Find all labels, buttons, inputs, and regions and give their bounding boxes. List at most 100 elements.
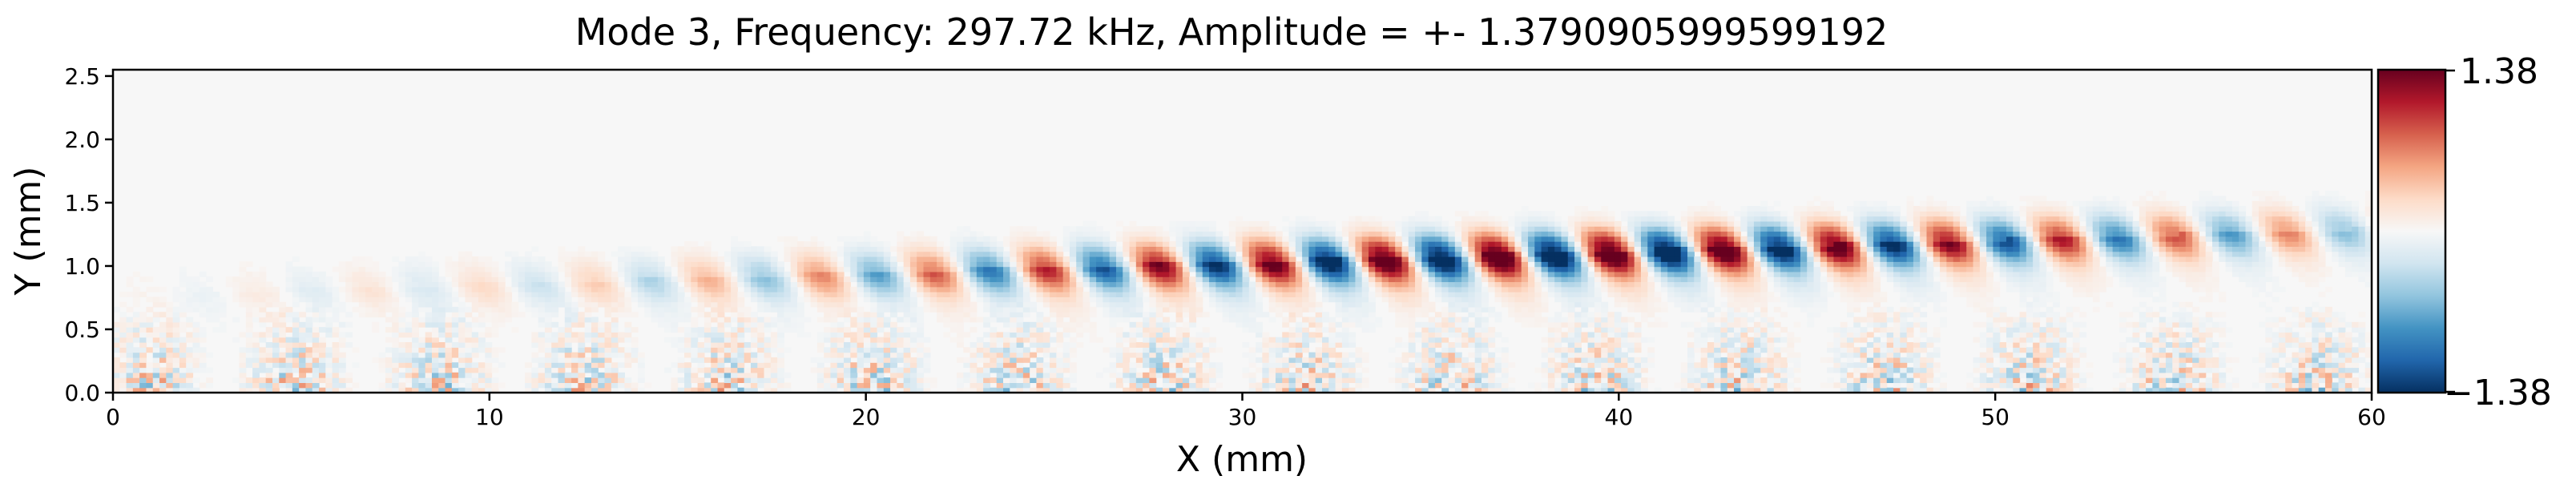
heatmap-cell	[491, 301, 499, 308]
heatmap-cell	[1003, 276, 1010, 283]
heatmap-cell	[1262, 382, 1270, 389]
heatmap-cell	[1434, 266, 1442, 272]
heatmap-cell	[631, 347, 639, 353]
heatmap-cell	[292, 266, 300, 272]
heatmap-cell	[1474, 342, 1482, 348]
heatmap-cell	[857, 276, 865, 283]
heatmap-cell	[1202, 220, 1210, 227]
heatmap-cell	[618, 301, 626, 308]
heatmap-cell	[451, 352, 459, 358]
heatmap-cell	[1268, 271, 1276, 277]
heatmap-cell	[1143, 231, 1151, 237]
heatmap-cell	[418, 367, 426, 373]
heatmap-cell	[890, 301, 897, 308]
heatmap-cell	[844, 236, 851, 242]
heatmap-cell	[850, 317, 858, 323]
heatmap-cell	[937, 251, 944, 257]
heatmap-cell	[438, 286, 446, 292]
heatmap-cell	[319, 377, 326, 384]
heatmap-cell	[458, 292, 466, 297]
heatmap-cell	[431, 377, 439, 384]
heatmap-cell	[425, 387, 433, 393]
heatmap-cell	[292, 362, 300, 369]
heatmap-cell	[412, 266, 419, 272]
heatmap-cell	[816, 377, 824, 384]
heatmap-cell	[604, 327, 612, 333]
heatmap-cell	[139, 327, 147, 333]
heatmap-cell	[1069, 231, 1077, 237]
heatmap-cell	[598, 271, 606, 277]
heatmap-cell	[1448, 357, 1456, 363]
heatmap-cell	[956, 372, 964, 378]
heatmap-cell	[1454, 387, 1462, 393]
heatmap-cell	[917, 321, 925, 328]
heatmap-cell	[438, 276, 446, 283]
heatmap-cell	[1295, 327, 1303, 333]
heatmap-cell	[1123, 362, 1131, 369]
heatmap-cell	[717, 372, 725, 378]
heatmap-cell	[1328, 286, 1336, 292]
heatmap-cell	[1242, 327, 1250, 333]
heatmap-cell	[618, 347, 626, 353]
heatmap-cell	[638, 387, 645, 393]
heatmap-cell	[1182, 337, 1190, 343]
heatmap-cell	[571, 266, 578, 272]
heatmap-cell	[1082, 241, 1090, 247]
heatmap-cell	[1381, 220, 1389, 227]
heatmap-cell	[1315, 271, 1323, 277]
heatmap-cell	[857, 321, 865, 328]
heatmap-cell	[319, 342, 326, 348]
heatmap-cell	[1149, 306, 1157, 313]
heatmap-cell	[1082, 301, 1090, 308]
heatmap-cell	[1123, 301, 1131, 308]
heatmap-cell	[744, 321, 752, 328]
heatmap-cell	[790, 266, 798, 272]
heatmap-cell	[1202, 347, 1210, 353]
heatmap-cell	[305, 296, 313, 303]
heatmap-cell	[1248, 241, 1256, 247]
heatmap-cell	[1415, 216, 1422, 222]
heatmap-cell	[1082, 276, 1090, 283]
heatmap-cell	[1282, 256, 1290, 262]
heatmap-cell	[1481, 306, 1489, 313]
heatmap-cell	[990, 312, 998, 318]
heatmap-cell	[272, 296, 280, 303]
heatmap-cell	[1155, 332, 1163, 338]
heatmap-cell	[717, 312, 725, 318]
heatmap-cell	[1315, 306, 1323, 313]
heatmap-cell	[1421, 367, 1429, 373]
heatmap-cell	[1129, 251, 1137, 257]
heatmap-cell	[657, 306, 665, 313]
heatmap-cell	[259, 306, 267, 313]
heatmap-cell	[750, 367, 758, 373]
heatmap-cell	[1016, 281, 1024, 288]
heatmap-cell	[1395, 312, 1403, 318]
heatmap-cell	[431, 301, 439, 308]
heatmap-cell	[418, 377, 426, 384]
heatmap-cell	[179, 292, 187, 297]
heatmap-cell	[584, 321, 592, 328]
heatmap-cell	[836, 286, 845, 292]
heatmap-cell	[531, 332, 539, 338]
heatmap-cell	[943, 312, 951, 318]
heatmap-cell	[252, 296, 260, 303]
heatmap-cell	[1195, 296, 1203, 303]
heatmap-cell	[850, 296, 858, 303]
heatmap-cell	[1228, 231, 1236, 237]
heatmap-cell	[1129, 387, 1137, 393]
heatmap-cell	[1155, 246, 1163, 252]
heatmap-cell	[1348, 317, 1357, 323]
heatmap-cell	[1076, 251, 1084, 257]
heatmap-cell	[1189, 261, 1197, 268]
heatmap-cell	[1275, 271, 1283, 277]
heatmap-cell	[392, 266, 400, 272]
heatmap-cell	[717, 382, 725, 389]
heatmap-cell	[239, 357, 247, 363]
heatmap-cell	[937, 306, 944, 313]
heatmap-cell	[245, 337, 253, 343]
heatmap-cell	[564, 357, 572, 363]
heatmap-cell	[1175, 367, 1183, 373]
heatmap-cell	[970, 236, 978, 242]
heatmap-cell	[731, 236, 738, 242]
heatmap-cell	[757, 296, 765, 303]
